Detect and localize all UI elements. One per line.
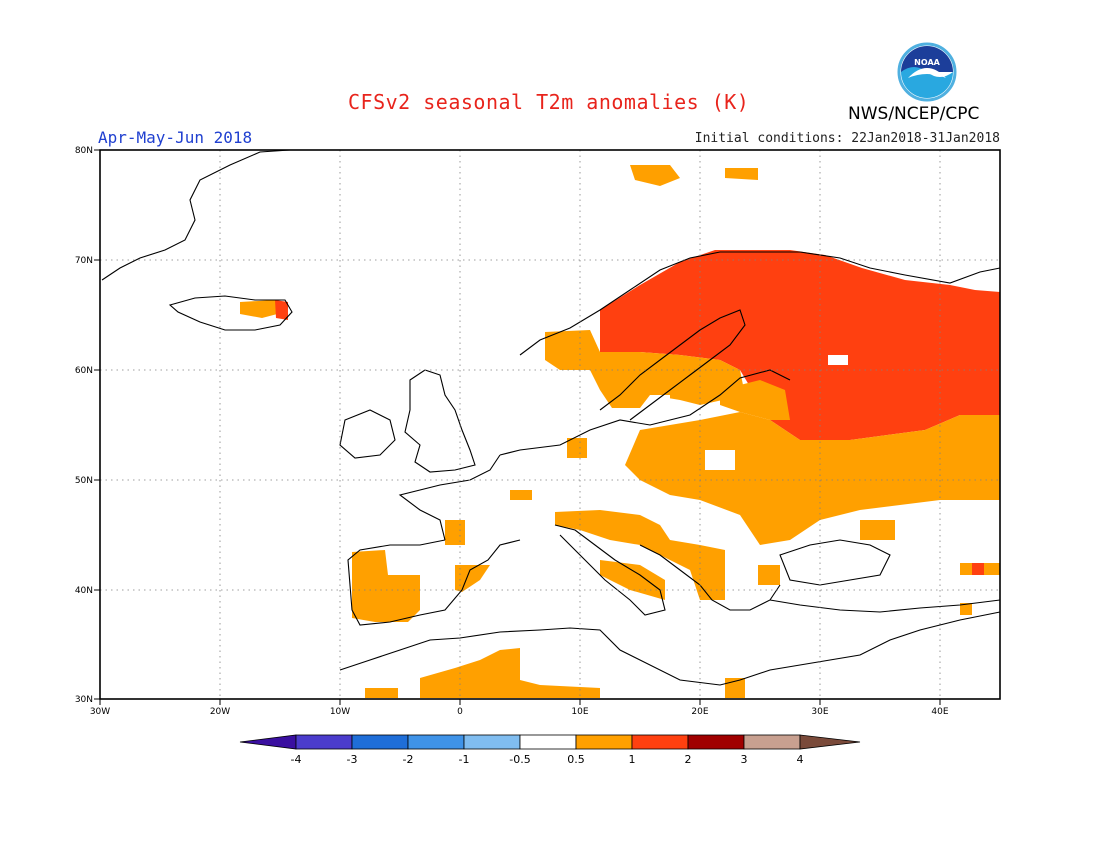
lon-label: 30E [811,707,828,717]
anomaly-region-05-1-baltic [720,380,790,420]
lat-labels: 80N 70N 60N 50N 40N 30N [75,146,93,705]
coastline-britain [404,369,476,473]
coastline-continent [499,369,791,456]
colorbar-label: -4 [291,753,302,766]
coastline-greenland [101,149,291,281]
anomaly-region-05-1-cyprus [960,603,972,615]
lon-label: 20E [691,707,708,717]
colorbar-label: -0.5 [509,753,530,766]
anomaly-region-05-1-denmark [567,438,587,458]
coastline-iceland [168,295,293,331]
anomaly-region-1-2-north [600,250,1000,440]
coastline-ireland [339,409,396,459]
anomaly-region-05-1-crimea [860,520,895,540]
coastline-blacksea [779,539,891,586]
colorbar-segment [407,734,465,750]
coastline-italy [554,524,666,616]
anomaly-region-05-1-morocco [365,688,398,698]
coastline-balkans [639,544,781,611]
anomaly-region-05-1-italy [600,560,665,600]
anomaly-region-1-2-caucasus [972,563,984,575]
lon-labels: 30W 20W 10W 0 10E 20E 30E 40E [90,707,949,717]
colorbar-arrow-right [799,734,861,750]
coastline-africa [339,611,1001,686]
lat-label: 70N [75,256,93,266]
forecast-period: Apr-May-Jun 2018 [98,128,253,147]
lon-label: 20W [210,707,230,717]
colorbar-label: 1 [629,753,636,766]
noaa-logo-sky [901,46,953,72]
lon-label: 10E [571,707,588,717]
lat-label: 80N [75,146,93,156]
lon-label: 10W [330,707,350,717]
anomaly-region-05-1-iberia-w [352,550,420,622]
anomaly-region-05-1-pyrenees [445,520,465,545]
anomaly-gap [828,355,848,365]
anomaly-fill-layer [240,165,1000,698]
colorbar-segment [463,734,521,750]
colorbar-segment [295,734,353,750]
axis-ticks [94,149,941,705]
colorbar-segment [519,734,577,750]
noaa-logo-text: NOAA [914,58,940,67]
colorbar-label: 0.5 [567,753,585,766]
coastline-sweden [599,309,746,421]
lon-label: 0 [457,707,463,717]
coastline-layer [101,149,1001,686]
anomaly-region-05-1-alps [555,510,725,600]
lon-label: 40E [931,707,948,717]
initial-conditions: Initial conditions: 22Jan2018-31Jan2018 [694,131,1000,146]
colorbar-segment [743,734,801,750]
coastline-turkey [769,599,1001,613]
lat-label: 50N [75,476,93,486]
anomaly-region-05-1-africa [420,648,600,698]
coastline-norway [519,251,1001,356]
colorbar-segment [631,734,689,750]
anomaly-region-05-1-alps-w [510,490,532,500]
anomaly-gap [650,395,670,410]
anomaly-region-05-1-east [625,412,1000,545]
colorbar-label: 2 [685,753,692,766]
chart-title: CFSv2 seasonal T2m anomalies (K) [348,90,750,114]
agency-label: NWS/NCEP/CPC [848,104,980,124]
graticule [100,150,1000,699]
anomaly-region-1-2-iceland [275,300,288,320]
noaa-logo-bird [908,68,946,78]
lat-label: 30N [75,695,93,705]
lat-label: 60N [75,366,93,376]
colorbar-label: -3 [347,753,358,766]
colorbar-segment [687,734,745,750]
map-frame [99,149,1001,700]
anomaly-region-05-1-svalbard [630,165,680,186]
lon-label: 30W [90,707,110,717]
colorbar-label: 4 [797,753,804,766]
lat-label: 40N [75,586,93,596]
anomaly-gap [705,450,735,470]
anomaly-region-05-1-turkey [758,565,780,585]
coastline-france [398,454,501,541]
colorbar-segment [575,734,633,750]
colorbar-label: -1 [459,753,470,766]
noaa-logo: NOAA [897,42,957,102]
colorbar: -4 -3 -2 -1 -0.5 0.5 1 2 3 4 [239,734,861,766]
colorbar-label: -2 [403,753,414,766]
anomaly-region-05-1-franzjosef [725,168,758,180]
anomaly-region-05-1-scand [545,330,745,408]
anomaly-region-05-1-iceland [240,300,285,318]
colorbar-arrow-left [239,734,297,750]
colorbar-segment [351,734,409,750]
colorbar-label: 3 [741,753,748,766]
coastline-iberia [347,539,521,626]
